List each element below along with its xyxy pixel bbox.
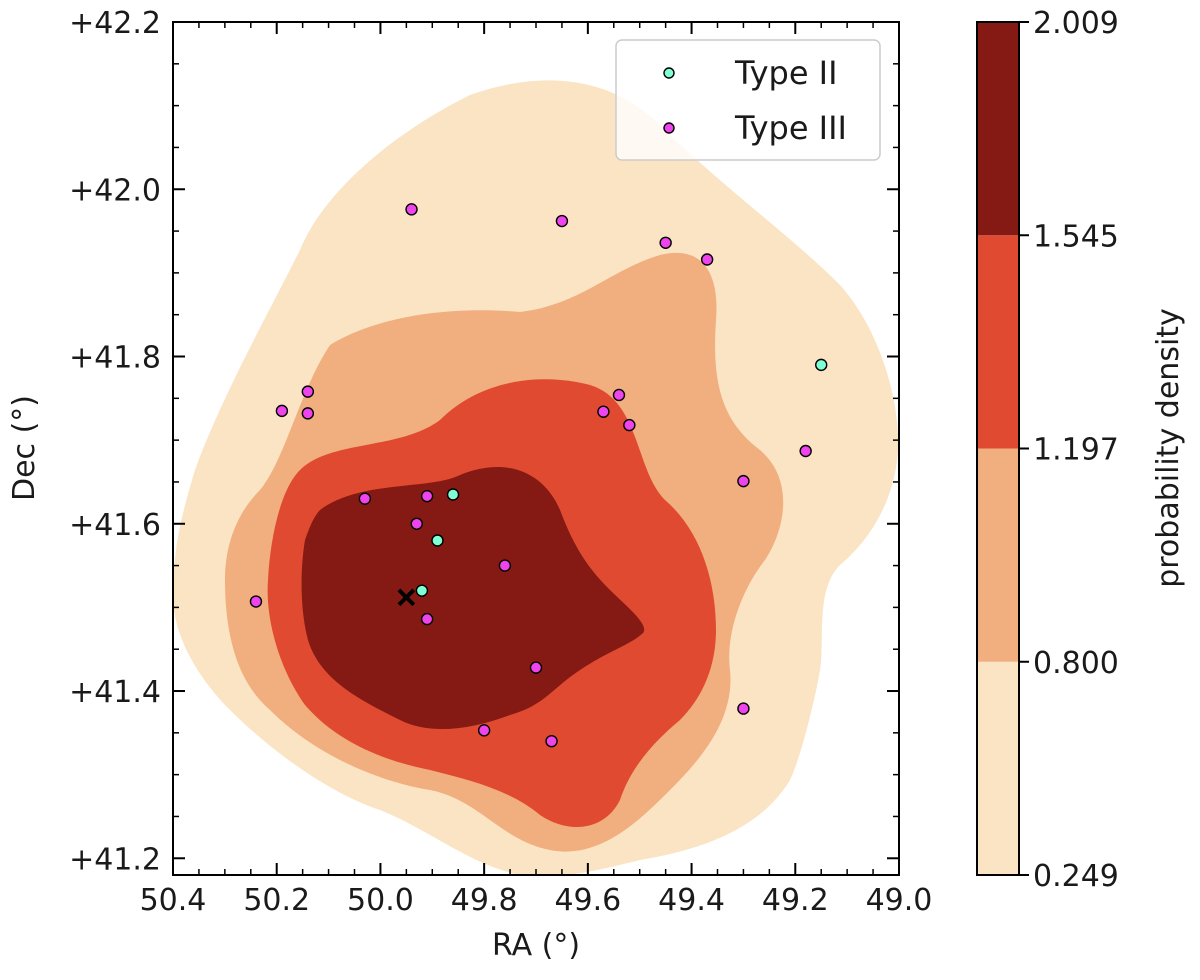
x-tick-label: 50.0 <box>347 883 414 918</box>
x-tick-label: 49.8 <box>451 883 518 918</box>
colorbar-tick-labels: 0.249 0.800 1.197 1.545 2.009 <box>1033 6 1119 894</box>
point-type-iii <box>545 734 558 748</box>
point-type-iii <box>799 444 812 458</box>
x-tick-label: 49.6 <box>554 883 621 918</box>
x-tick-label: 49.2 <box>762 883 829 918</box>
colorbar-band <box>977 448 1019 662</box>
x-axis-title: RA (°) <box>492 928 580 963</box>
point-type-iii <box>358 492 372 505</box>
point-type-iii <box>555 214 569 228</box>
point-type-iii <box>737 474 750 488</box>
point-type-iii <box>477 724 491 737</box>
point-type-iii <box>700 253 714 266</box>
y-tick-label: +41.4 <box>69 675 161 710</box>
point-type-iii <box>420 612 434 626</box>
colorbar-tick-label: 2.009 <box>1033 6 1119 41</box>
colorbar-frame <box>976 21 1020 876</box>
x-tick-label: 50.2 <box>243 883 310 918</box>
point-type-iii <box>623 418 636 432</box>
y-tick-labels: +41.2 +41.4 +41.6 +41.8 +42.0 +42.2 <box>69 6 161 877</box>
point-type-iii <box>301 407 315 420</box>
point-type-ii <box>415 584 429 597</box>
y-tick-label: +42.0 <box>69 173 161 208</box>
point-type-iii <box>249 595 263 608</box>
center-x-marker <box>397 588 416 607</box>
colorbar-tick-label: 1.197 <box>1033 433 1119 468</box>
point-type-iii <box>737 702 750 715</box>
colorbar-title: probability density <box>1151 308 1186 588</box>
point-type-iii <box>612 388 626 402</box>
legend-box <box>615 39 881 161</box>
y-axis-title: Dec (°) <box>7 395 42 501</box>
legend-label-type-iii: Type III <box>734 109 847 147</box>
point-type-iii <box>597 405 610 418</box>
axis-ticks <box>172 21 900 875</box>
point-type-ii <box>446 488 460 501</box>
x-tick-label: 50.4 <box>140 883 207 918</box>
colorbar-band <box>977 235 1019 449</box>
colorbar-band <box>977 661 1019 875</box>
point-type-ii <box>431 534 444 547</box>
point-type-ii <box>815 358 828 372</box>
legend: Type II Type III <box>615 39 881 161</box>
y-tick-label: +41.8 <box>69 341 161 376</box>
legend-marker-type-iii <box>663 122 675 134</box>
x-tick-labels: 50.4 50.2 50.0 49.8 49.6 49.4 49.2 49.0 <box>140 883 933 918</box>
x-tick-label: 49.0 <box>866 883 933 918</box>
colorbar-tick-label: 0.249 <box>1033 859 1119 894</box>
colorbar-tick-label: 1.545 <box>1033 219 1119 254</box>
point-type-iii <box>405 203 418 216</box>
legend-marker-type-ii <box>663 67 675 79</box>
x-tick-label: 49.4 <box>658 883 725 918</box>
colorbar <box>977 21 1029 876</box>
point-type-iii <box>275 404 289 418</box>
y-tick-label: +42.2 <box>69 6 161 41</box>
density-contours <box>173 80 899 875</box>
center-x-mark <box>397 588 416 607</box>
y-tick-label: +41.2 <box>69 842 161 877</box>
point-type-iii <box>410 517 423 530</box>
point-type-iii <box>301 385 315 398</box>
contour-level-4 <box>301 467 645 730</box>
colorbar-band <box>977 22 1019 236</box>
legend-label-type-ii: Type II <box>734 54 838 92</box>
point-type-iii <box>529 661 543 674</box>
point-type-iii <box>420 489 434 503</box>
scatter-points <box>249 203 828 748</box>
point-type-iii <box>498 559 512 572</box>
y-tick-label: +41.6 <box>69 508 161 543</box>
colorbar-tick-label: 0.800 <box>1033 646 1119 681</box>
point-type-iii <box>659 236 672 249</box>
